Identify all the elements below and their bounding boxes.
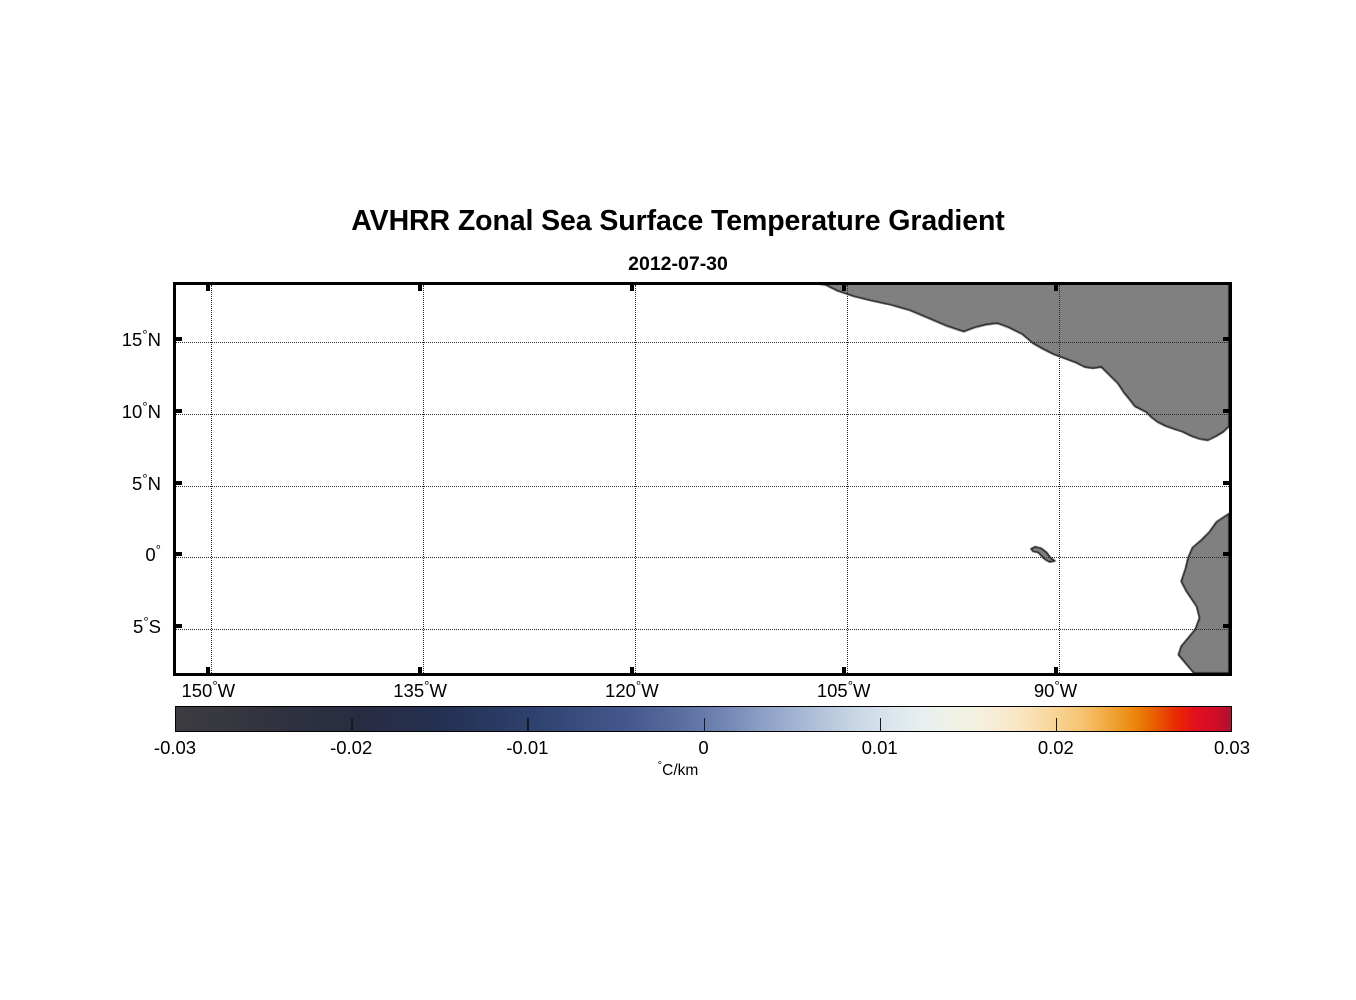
xtick-label-1: 135°W — [393, 678, 447, 701]
xtick-mark-4-bottom — [1053, 667, 1058, 676]
colorbar — [175, 706, 1232, 732]
ytick-mark-3-left — [173, 552, 182, 557]
ytick-label-3: 0° — [145, 542, 161, 566]
figure-subtitle-date: 2012-07-30 — [628, 253, 728, 275]
ytick-label-2: 5°N — [132, 470, 161, 494]
xtick-label-4: 90°W — [1033, 678, 1078, 701]
colorbar-tick-label-5: 0.02 — [1037, 737, 1074, 758]
ytick-mark-1-left — [173, 408, 182, 413]
ytick-mark-2-left — [173, 480, 182, 485]
colorbar-unit-label: °C/km — [657, 760, 699, 779]
ytick-mark-4-left — [173, 623, 182, 628]
sst-gradient-heatmap — [176, 285, 1229, 673]
ytick-mark-3-right — [1223, 552, 1232, 557]
colorbar-unit-text: C/km — [662, 761, 699, 779]
xtick-mark-3-top — [841, 282, 846, 291]
colorbar-tick-label-6: 0.03 — [1213, 737, 1251, 758]
xtick-mark-3-bottom — [841, 667, 846, 676]
colorbar-tick-2 — [527, 718, 529, 732]
ytick-mark-2-right — [1223, 480, 1232, 485]
colorbar-tick-label-0: -0.03 — [153, 737, 197, 758]
xtick-mark-2-bottom — [629, 667, 634, 676]
ytick-mark-0-right — [1223, 337, 1232, 342]
xtick-mark-0-bottom — [206, 667, 211, 676]
colorbar-tick-3 — [703, 718, 705, 732]
colorbar-tick-1 — [351, 718, 353, 732]
xtick-mark-2-top — [629, 282, 634, 291]
ytick-label-4: 5°S — [133, 613, 161, 637]
xtick-mark-1-bottom — [418, 667, 423, 676]
map-plot-area — [173, 282, 1232, 676]
ytick-mark-4-right — [1223, 623, 1232, 628]
ytick-mark-1-right — [1223, 408, 1232, 413]
xtick-mark-0-top — [206, 282, 211, 291]
colorbar-tick-label-1: -0.02 — [330, 737, 373, 758]
xtick-mark-1-top — [418, 282, 423, 291]
ytick-label-0: 15°N — [121, 327, 161, 351]
colorbar-tick-label-2: -0.01 — [506, 737, 549, 758]
xtick-mark-4-top — [1053, 282, 1058, 291]
colorbar-tick-5 — [1055, 718, 1058, 732]
colorbar-tick-label-4: 0.01 — [861, 737, 898, 758]
page-title: AVHRR Zonal Sea Surface Temperature Grad… — [351, 205, 1005, 237]
xtick-label-2: 120°W — [605, 678, 659, 701]
xtick-label-3: 105°W — [816, 678, 871, 701]
ytick-mark-0-left — [173, 337, 182, 342]
ytick-label-1: 10°N — [121, 398, 161, 422]
xtick-label-0: 150°W — [181, 678, 236, 701]
colorbar-tick-4 — [879, 718, 882, 732]
colorbar-tick-label-3: 0 — [698, 737, 709, 758]
